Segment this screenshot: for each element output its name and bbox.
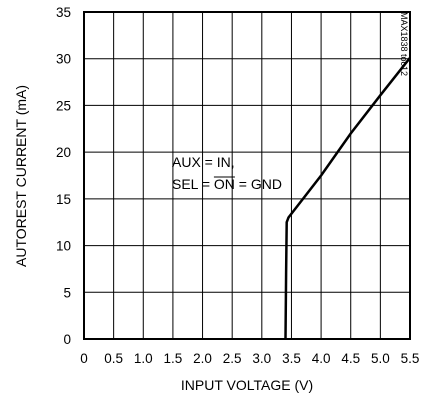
x-tick-label: 1.5 [164, 351, 183, 366]
x-tick-label: 5.5 [401, 351, 420, 366]
x-tick-label: 0 [80, 351, 88, 366]
y-tick-label: 20 [56, 145, 71, 160]
x-tick-labels: 0 0.5 1.0 1.5 2.0 2.5 3.0 3.5 4.0 4.5 5.0 5.5 [80, 351, 419, 366]
figure-tag: MAX1838 toc12 [399, 12, 409, 76]
x-tick-label: 4.0 [312, 351, 331, 366]
annotation-line-2: SEL = ON = GND [172, 176, 282, 192]
x-tick-label: 4.5 [341, 351, 360, 366]
annotation-line-1: AUX = IN, [172, 154, 235, 170]
x-axis-label: INPUT VOLTAGE (V) [181, 377, 313, 393]
y-tick-label: 0 [63, 332, 71, 347]
y-tick-label: 30 [56, 52, 71, 67]
annotation-overlined-text: ON [214, 176, 235, 192]
series-line [284, 57, 411, 340]
y-tick-label: 35 [56, 5, 71, 20]
x-tick-label: 3.5 [282, 351, 301, 366]
x-tick-label: 0.5 [104, 351, 123, 366]
x-tick-label: 2.0 [193, 351, 212, 366]
x-tick-label: 5.0 [371, 351, 390, 366]
y-tick-label: 25 [56, 98, 71, 113]
grid-lines [84, 12, 410, 339]
x-tick-label: 1.0 [134, 351, 153, 366]
y-tick-labels: 0 5 10 15 20 25 30 35 [56, 5, 71, 347]
y-tick-label: 15 [56, 192, 71, 207]
x-tick-label: 2.5 [223, 351, 242, 366]
plot-frame [83, 11, 411, 340]
y-tick-label: 10 [56, 239, 71, 254]
y-tick-label: 5 [63, 285, 71, 300]
y-axis-label: AUTOREST CURRENT (mA) [13, 85, 29, 267]
x-tick-label: 3.0 [252, 351, 271, 366]
